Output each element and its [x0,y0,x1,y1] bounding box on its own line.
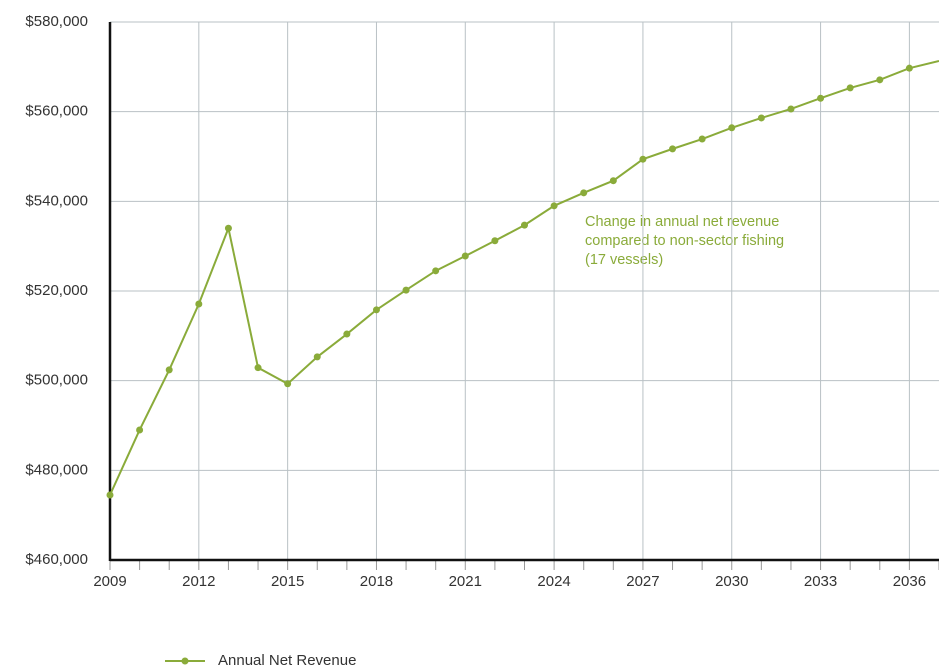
point [905,64,913,72]
x-tick-label: 2033 [804,573,837,590]
grid [109,21,939,561]
y-tick-label: $500,000 [25,372,88,389]
annotation-line: (17 vessels) [585,252,663,268]
point [698,135,706,143]
x-tick-label: 2015 [271,573,304,590]
y-tick-label: $520,000 [25,282,88,299]
y-tick-label: $560,000 [25,103,88,120]
x-tick-label: 2030 [715,573,748,590]
point [639,155,647,163]
annotation: Change in annual net revenue compared to… [585,214,784,268]
x-tick-label: 2027 [626,573,659,590]
y-tick-label: $540,000 [25,192,88,209]
x-tick-label: 2021 [449,573,482,590]
point [609,177,617,185]
y-tick-label: $460,000 [25,551,88,568]
x-tick-label: 2024 [537,573,570,590]
point [580,189,588,197]
point [757,114,765,122]
series-line [109,60,939,496]
point [343,330,351,338]
point [491,237,499,245]
point [461,252,469,260]
x-tick-label: 2018 [360,573,393,590]
annotation-line: compared to non-sector fishing [585,233,784,249]
point [876,76,884,84]
y-tick-label: $480,000 [25,461,88,478]
point [669,145,677,153]
point [165,366,173,374]
point [846,84,854,92]
y-tick-label: $580,000 [25,13,88,30]
x-tick-label: 2012 [182,573,215,590]
point [787,105,795,113]
annotation-line: Change in annual net revenue [585,214,779,230]
point [521,221,528,229]
x-tick-label: 2009 [93,573,126,590]
point [284,380,292,388]
point [313,353,321,361]
point [136,426,144,434]
point [402,286,410,294]
point [550,202,558,210]
point [224,224,232,232]
point [432,267,440,275]
point [254,364,262,372]
point [195,300,203,308]
point [372,306,380,314]
x-tick-label: 2036 [893,573,926,590]
point [817,94,825,102]
point [106,491,114,499]
legend-label: Annual Net Revenue [218,652,356,669]
legend-marker [181,657,189,665]
point [728,124,736,132]
